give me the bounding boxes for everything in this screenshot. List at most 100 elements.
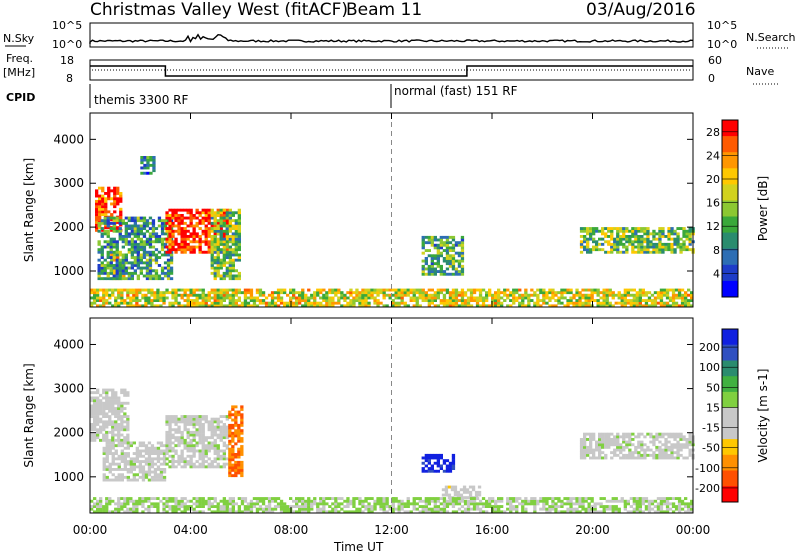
echo-cell <box>192 250 196 254</box>
echo-cell <box>545 291 549 295</box>
echo-cell <box>289 497 293 500</box>
echo-cell <box>133 250 137 254</box>
echo-cell <box>120 460 124 463</box>
echo-cell <box>189 219 193 223</box>
echo-cell <box>168 250 172 254</box>
echo-cell <box>687 293 691 297</box>
echo-cell <box>283 502 287 506</box>
echo-cell <box>560 505 564 508</box>
echo-cell <box>90 288 94 292</box>
echo-cell <box>135 288 139 292</box>
echo-cell <box>394 296 398 300</box>
echo-cell <box>628 440 632 444</box>
echo-cell <box>445 251 450 255</box>
echo-cell <box>264 505 269 508</box>
echo-cell <box>506 502 510 506</box>
echo-cell <box>676 435 680 439</box>
echo-cell <box>682 240 686 244</box>
echo-cell <box>141 449 146 453</box>
echo-cell <box>690 304 694 308</box>
echo-cell <box>445 464 450 468</box>
echo-cell <box>680 296 685 300</box>
echo-cell <box>216 227 220 230</box>
echo-cell <box>652 435 656 439</box>
echo-cell <box>613 237 617 241</box>
echo-cell <box>207 214 211 217</box>
echo-cell <box>222 430 226 434</box>
echo-cell <box>400 291 404 295</box>
echo-cell <box>382 497 386 500</box>
echo-cell <box>160 237 165 241</box>
echo-cell <box>96 436 100 440</box>
echo-cell <box>174 510 178 514</box>
echo-cell <box>367 505 371 508</box>
echo-cell <box>601 227 605 230</box>
echo-cell <box>168 423 172 426</box>
echo-cell <box>228 271 232 275</box>
echo-cell <box>108 441 112 445</box>
echo-cell <box>264 301 269 305</box>
echo-cell <box>424 272 428 276</box>
echo-cell <box>183 227 187 230</box>
echo-cell <box>189 460 193 463</box>
echo-cell <box>273 497 278 500</box>
echo-cell <box>619 235 623 238</box>
echo-cell <box>478 291 483 295</box>
echo-cell <box>506 296 510 300</box>
echo-cell <box>186 299 190 302</box>
echo-cell <box>579 227 584 230</box>
echo-cell <box>180 216 184 220</box>
echo-cell <box>237 271 241 275</box>
echo-cell <box>279 499 284 503</box>
echo-cell <box>121 271 125 275</box>
echo-cell <box>676 232 680 236</box>
echo-cell <box>231 510 235 514</box>
echo-cell <box>150 505 154 508</box>
echo-cell <box>111 388 115 392</box>
echo-cell <box>201 229 205 233</box>
echo-cell <box>126 444 130 448</box>
echo-cell <box>145 261 150 265</box>
echo-cell <box>90 396 94 400</box>
echo-cell <box>108 401 112 405</box>
echo-cell <box>456 493 461 497</box>
echo-cell <box>674 293 679 297</box>
echo-cell <box>261 510 266 514</box>
echo-cell <box>551 291 555 295</box>
echo-cell <box>610 438 614 441</box>
echo-cell <box>655 245 659 249</box>
echo-cell <box>661 235 665 238</box>
echo-cell <box>536 293 540 297</box>
echo-cell <box>162 505 166 508</box>
echo-cell <box>219 227 223 230</box>
echo-cell <box>650 293 655 297</box>
echo-cell <box>643 245 647 249</box>
echo-cell <box>578 505 582 508</box>
echo-cell <box>451 497 456 500</box>
echo-cell <box>106 235 110 238</box>
echo-cell <box>180 245 184 249</box>
echo-cell <box>189 288 193 292</box>
echo-cell <box>124 216 128 220</box>
echo-cell <box>103 245 107 249</box>
echo-cell <box>139 232 143 236</box>
echo-cell <box>213 256 217 259</box>
echo-cell <box>195 208 199 212</box>
echo-cell <box>258 505 263 508</box>
echo-cell <box>605 288 609 292</box>
echo-cell <box>635 301 639 305</box>
echo-cell <box>379 291 383 295</box>
echo-cell <box>613 448 617 452</box>
echo-cell <box>616 240 620 244</box>
echo-cell <box>195 415 199 418</box>
echo-cell <box>436 459 440 463</box>
echo-cell <box>530 293 534 297</box>
echo-cell <box>665 502 670 506</box>
echo-cell <box>222 216 226 220</box>
echo-cell <box>536 299 540 302</box>
echo-cell <box>103 264 107 267</box>
echo-cell <box>364 499 368 503</box>
echo-cell <box>189 214 193 217</box>
echo-cell <box>156 507 160 511</box>
echo-cell <box>583 229 587 233</box>
